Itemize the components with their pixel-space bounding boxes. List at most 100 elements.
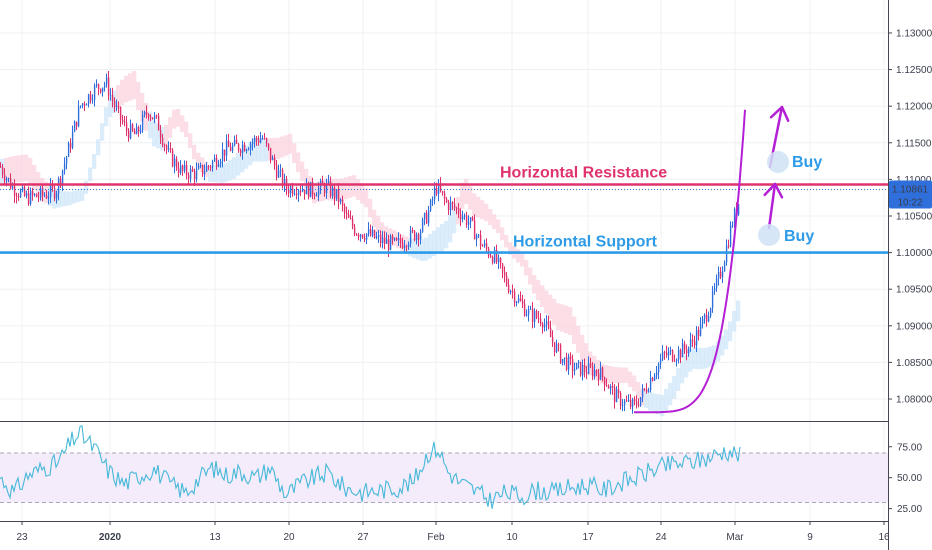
candle-body (497, 258, 500, 262)
candle-body (173, 158, 176, 167)
candle-body (221, 149, 224, 161)
candle-body (629, 399, 632, 407)
candle-body (19, 190, 22, 197)
candle-body (617, 389, 620, 393)
cloud-segment (280, 136, 285, 158)
cloud-segment (476, 196, 481, 218)
candle-body (107, 77, 110, 96)
candle-body (613, 387, 616, 403)
candle-body (241, 144, 244, 153)
cloud-segment (128, 73, 133, 101)
cloud-segment (212, 165, 217, 183)
candle-body (525, 314, 528, 316)
candle-body (335, 189, 338, 199)
candle-body (641, 388, 644, 398)
cloud-segment (612, 366, 617, 384)
candle-body (403, 245, 406, 248)
cloud-segment (220, 164, 225, 183)
candle-body (657, 363, 660, 373)
cloud-segment (732, 311, 737, 332)
candle-body (455, 207, 458, 209)
candle-body (365, 233, 368, 240)
candle-body (665, 352, 668, 356)
candle-body (295, 193, 298, 195)
time-tick-label: 2020 (99, 532, 122, 543)
cloud-segment (688, 349, 693, 372)
candle-body (691, 339, 694, 342)
candle-body (715, 278, 718, 288)
cloud-segment (432, 230, 437, 257)
candle-body (341, 199, 344, 206)
candle-body (669, 350, 672, 352)
candle-body (81, 103, 84, 106)
cloud-segment (188, 133, 193, 149)
candle-body (275, 165, 278, 178)
candle-body (395, 238, 398, 241)
candle-body (149, 117, 152, 119)
candle-body (565, 357, 568, 370)
candle-body (213, 157, 216, 162)
candle-body (161, 137, 164, 146)
candle-body (185, 164, 188, 176)
candle-body (121, 119, 124, 122)
cloud-segment (420, 239, 425, 261)
candle-body (531, 308, 534, 323)
cloud-segment (208, 166, 213, 182)
candle-body (353, 226, 356, 235)
candle-body (499, 258, 502, 264)
candle-body (545, 321, 548, 325)
time-axis[interactable]: 23 2020 13 20 27 Feb 10 17 24 Mar 9 16 (16, 521, 890, 543)
cloud-segment (508, 242, 513, 255)
candle-body (539, 318, 542, 324)
cloud-segment (84, 180, 89, 194)
candle-body (503, 271, 506, 276)
candle-body (337, 189, 340, 202)
cloud-segment (708, 346, 713, 367)
candle-body (513, 291, 516, 303)
candle-body (367, 229, 370, 234)
candle-body (483, 243, 486, 246)
cloud-segment (680, 360, 685, 384)
candle-body (273, 157, 276, 166)
cloud-segment (240, 149, 245, 173)
rsi-axis[interactable]: 75.00 50.00 25.00 (888, 442, 922, 515)
candle-body (277, 170, 280, 178)
candle-body (77, 106, 80, 127)
rsi-tick-label: 25.00 (897, 504, 922, 515)
time-tick-label: 24 (655, 532, 667, 543)
candle-body (193, 171, 196, 180)
candle-body (41, 188, 44, 196)
candle-body (119, 106, 122, 120)
candle-body (243, 144, 246, 152)
arrow-head (763, 182, 784, 199)
candle-body (183, 164, 186, 171)
candle-body (139, 130, 142, 132)
candle-body (533, 310, 536, 323)
cloud-segment (460, 182, 465, 209)
price-axis[interactable]: 1.13000 1.12500 1.12000 1.11500 1.11000 1.105… (888, 28, 932, 406)
candle-body (421, 219, 424, 232)
cloud-segment (644, 390, 649, 408)
candle-body (517, 298, 520, 302)
cloud-segment (236, 153, 241, 176)
candle-body (563, 357, 566, 360)
candle-body (163, 145, 166, 147)
candle-body (257, 140, 260, 143)
candle-body (495, 249, 498, 262)
candle-body (69, 143, 72, 148)
price-tick-label: 1.11500 (896, 138, 932, 149)
candle-body (603, 377, 606, 386)
cloud-segment (684, 354, 689, 378)
cloud-segment (72, 190, 77, 204)
candle-body (679, 349, 682, 358)
cloud-segment (468, 186, 473, 210)
candle-body (523, 303, 526, 316)
candle-body (381, 237, 384, 244)
cloud-segment (120, 79, 125, 106)
candle-body (271, 157, 274, 161)
cloud-segment (668, 382, 673, 406)
candle-body (633, 399, 636, 402)
resistance-label: Horizontal Resistance (500, 165, 667, 182)
candle-body (681, 343, 684, 358)
